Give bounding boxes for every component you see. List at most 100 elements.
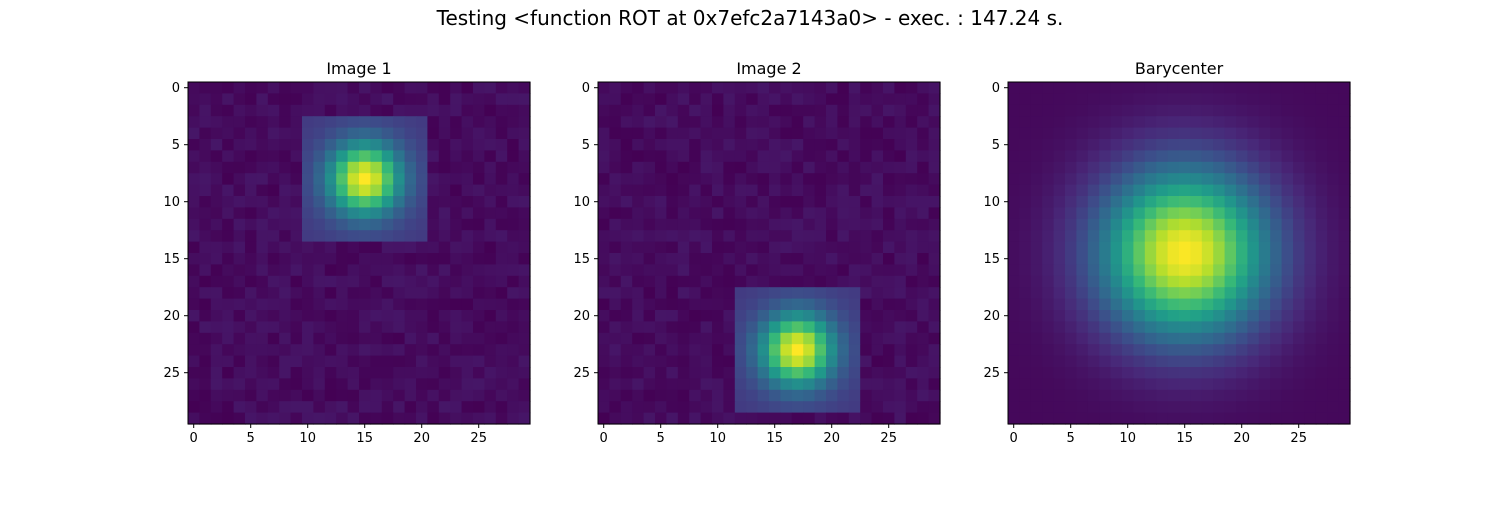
- heatmap-cell: [210, 287, 223, 300]
- heatmap-cell: [848, 127, 861, 140]
- heatmap-cell: [871, 367, 884, 379]
- heatmap-cell: [1144, 93, 1157, 106]
- heatmap-cell: [370, 344, 383, 357]
- heatmap-cell: [746, 93, 759, 106]
- heatmap-cell: [1315, 218, 1328, 231]
- heatmap-cell: [826, 161, 838, 174]
- heatmap-cell: [359, 287, 371, 300]
- heatmap-cell: [826, 310, 838, 322]
- heatmap-cell: [746, 287, 759, 300]
- heatmap-cell: [700, 241, 713, 254]
- heatmap-cell: [438, 310, 451, 322]
- heatmap-cell: [1247, 310, 1260, 322]
- heatmap-cell: [495, 139, 508, 151]
- heatmap-cell: [484, 264, 497, 277]
- heatmap-cell: [883, 253, 895, 265]
- heatmap-cell: [1065, 332, 1077, 345]
- heatmap-cell: [484, 344, 497, 357]
- heatmap-cell: [1065, 196, 1077, 208]
- heatmap-cell: [233, 355, 246, 368]
- heatmap-cell: [1167, 161, 1180, 174]
- heatmap-cell: [1042, 332, 1055, 345]
- heatmap-cell: [1030, 412, 1043, 425]
- heatmap-cell: [1247, 150, 1260, 163]
- heatmap-cell: [632, 389, 645, 402]
- heatmap-cell: [1338, 367, 1351, 379]
- heatmap-cell: [1008, 241, 1020, 254]
- heatmap-cell: [1201, 344, 1214, 357]
- heatmap-cell: [1076, 321, 1089, 334]
- heatmap-cell: [814, 184, 827, 197]
- heatmap-cell: [507, 241, 520, 254]
- heatmap-cell: [1327, 287, 1340, 300]
- heatmap-cell: [1167, 355, 1180, 368]
- heatmap-cell: [620, 378, 633, 391]
- heatmap-cell: [438, 344, 451, 357]
- heatmap-cell: [1087, 310, 1100, 322]
- heatmap-cell: [814, 310, 827, 322]
- heatmap-cell: [427, 218, 440, 231]
- heatmap-cell: [1213, 218, 1226, 231]
- heatmap-cell: [848, 298, 861, 311]
- heatmap-cell: [518, 389, 531, 402]
- heatmap-cell: [883, 139, 895, 151]
- heatmap-cell: [734, 127, 747, 140]
- heatmap-cell: [677, 207, 690, 220]
- heatmap-cell: [1099, 82, 1112, 94]
- heatmap-cell: [723, 264, 736, 277]
- x-tick-label: 0: [190, 431, 198, 446]
- x-tick-label: 15: [766, 431, 783, 446]
- heatmap-cell: [791, 298, 804, 311]
- heatmap-cell: [450, 389, 463, 402]
- heatmap-cell: [1258, 127, 1271, 140]
- heatmap-cell: [894, 321, 907, 334]
- heatmap-cell: [1327, 389, 1340, 402]
- heatmap-cell: [1304, 241, 1317, 254]
- heatmap-cell: [894, 378, 907, 391]
- heatmap-cell: [416, 161, 428, 174]
- heatmap-cell: [655, 82, 667, 94]
- heatmap-cell: [1338, 116, 1351, 129]
- heatmap-cell: [1281, 412, 1294, 425]
- heatmap-cell: [245, 161, 257, 174]
- heatmap-cell: [1236, 207, 1248, 220]
- heatmap-cell: [313, 139, 326, 151]
- heatmap-cell: [1315, 401, 1328, 414]
- heatmap-cell: [404, 401, 417, 414]
- heatmap-cell: [632, 230, 645, 243]
- heatmap-cell: [222, 139, 235, 151]
- heatmap-cell: [1190, 93, 1203, 106]
- heatmap-cell: [313, 389, 326, 402]
- heatmap-cell: [416, 321, 428, 334]
- heatmap-cell: [1076, 275, 1089, 288]
- heatmap-cell: [1144, 275, 1157, 288]
- heatmap-cell: [267, 321, 280, 334]
- heatmap-cell: [370, 150, 383, 163]
- heatmap-cell: [837, 173, 850, 186]
- heatmap-cell: [245, 298, 257, 311]
- heatmap-cell: [677, 275, 690, 288]
- heatmap-cell: [666, 116, 679, 129]
- heatmap-cell: [643, 367, 656, 379]
- heatmap-cell: [1270, 230, 1283, 243]
- heatmap-cell: [1315, 150, 1328, 163]
- heatmap-cell: [746, 389, 759, 402]
- heatmap-cell: [1144, 287, 1157, 300]
- heatmap-cell: [677, 116, 690, 129]
- heatmap-cell: [917, 82, 930, 94]
- heatmap-cell: [199, 264, 212, 277]
- heatmap-cell: [381, 378, 394, 391]
- heatmap-cell: [1076, 207, 1089, 220]
- heatmap-cell: [302, 116, 314, 129]
- heatmap-cell: [928, 332, 941, 345]
- heatmap-cell: [757, 287, 770, 300]
- heatmap-cell: [757, 150, 770, 163]
- heatmap-cell: [1110, 184, 1123, 197]
- heatmap-cell: [1110, 264, 1123, 277]
- heatmap-cell: [928, 127, 941, 140]
- heatmap-cell: [1327, 207, 1340, 220]
- heatmap-cell: [1213, 332, 1226, 345]
- heatmap-cell: [905, 378, 918, 391]
- heatmap-cell: [871, 82, 884, 94]
- heatmap-cell: [1293, 355, 1305, 368]
